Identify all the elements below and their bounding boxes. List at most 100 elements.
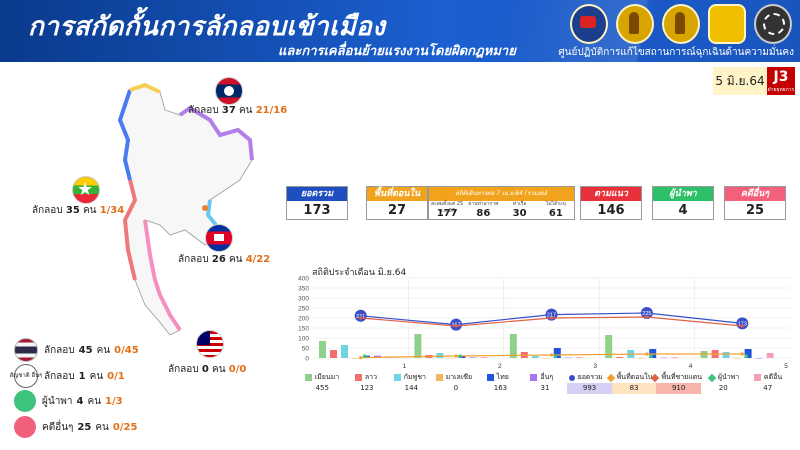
legend-series-name: เมียนมา: [314, 373, 340, 381]
stats-sub-port: ท่าเรือ: [512, 201, 527, 207]
point-label: 225: [642, 311, 651, 317]
legend-other-cases: คดีอื่นๆ 25 คน 0/25: [14, 416, 137, 438]
legend-other-cases-label: คดีอื่นๆ: [42, 421, 74, 433]
navy-emblem-icon: [662, 4, 700, 44]
legend-series-name: พื้นที่ตอนใน: [616, 373, 653, 381]
y-tick-label: 400: [298, 276, 309, 283]
summary-guide-label: ผู้นำพา: [653, 187, 713, 201]
point-พื้นที่ตอนใน: [454, 354, 458, 358]
y-tick-label: 100: [298, 336, 309, 343]
laos-caption: ลักลอบ: [188, 105, 219, 116]
hotspot-marker: [202, 205, 208, 211]
y-tick-label: 300: [298, 296, 309, 303]
legend-swatch: [753, 374, 761, 381]
legend-item: กัมพูชา: [388, 372, 432, 383]
summary-stats-subheaders: สะสมตั้งแต่ 25 พ.ย.63 ผ่านท่าอากาศ ท่าเร…: [429, 201, 574, 214]
cambodia-b: /22: [252, 254, 271, 265]
laos-label: ลักลอบ 37 คน 21/16: [188, 103, 287, 118]
legend-thai: ลักลอบ 45 คน 0/45: [14, 338, 139, 362]
malaysia-label: ลักลอบ 0 คน 0/0: [168, 362, 246, 377]
stats-val-air: 86: [476, 208, 491, 219]
cambodia-count: 26: [211, 254, 226, 265]
bar-กัมพูชา: [341, 345, 348, 358]
x-tick-label: 2: [498, 363, 502, 370]
legend-item: ไทย: [476, 372, 520, 383]
summary-inner-area: พื้นที่ตอนใน 27: [366, 186, 428, 220]
cambodia-a: 4: [245, 254, 253, 265]
bar-มาเลเซีย: [447, 358, 455, 359]
legend-item: พื้นที่ตอนใน: [606, 372, 653, 383]
malaysia-count: 0: [201, 364, 209, 375]
y-tick-label: 150: [298, 326, 309, 333]
legend-series-name: ไทย: [496, 373, 509, 381]
legend-series-name: ยอดรวม: [577, 373, 603, 381]
bar-เมียนมา: [605, 335, 613, 358]
bar-เมียนมา: [509, 334, 517, 358]
stats-sub-air: ผ่านท่าอากาศ: [468, 201, 499, 207]
legend-other-cases-count: 25: [77, 421, 92, 433]
x-tick-label: 1: [403, 363, 407, 370]
bar-ไทย: [744, 349, 752, 358]
legend-guide-count: 4: [76, 395, 84, 407]
legend-series-total: 455: [315, 384, 329, 392]
bar-คดีอื่น: [480, 357, 488, 358]
border-golden-triangle: [129, 82, 161, 94]
point-label: 173: [738, 321, 747, 327]
legend-thai-a: 0: [114, 344, 122, 356]
summary-guide: ผู้นำพา 4: [652, 186, 714, 220]
point-label: 217: [547, 313, 556, 319]
thailand-map: [117, 82, 254, 336]
summary-other: คดีอื่นๆ 25: [724, 186, 786, 220]
legend-item: อื่นๆ: [520, 372, 564, 383]
legend-series-name: กัมพูชา: [403, 373, 426, 381]
legend-thai-b: /45: [121, 344, 139, 356]
legend-swatch: [393, 374, 401, 381]
point-พื้นที่ตอนใน: [645, 352, 649, 356]
legend-other-nat-a: 0: [107, 370, 115, 382]
legend-other-nationality: สัญชาติ อื่นๆ ลักลอบ 1 คน 0/1: [10, 364, 125, 388]
summary-other-label: คดีอื่นๆ: [725, 187, 785, 201]
org-name: ศูนย์ปฏิบัติการแก้ไขสถานการณ์ฉุกเฉินด้าน…: [558, 47, 794, 58]
point-ยอดรวม: [640, 307, 653, 319]
summary-border-label: ตามแนวชายแดน: [581, 187, 641, 213]
legend-thai-unit: คน: [96, 344, 111, 356]
legend-series-total: 910: [656, 383, 701, 394]
cambodia-label: ลักลอบ 26 คน 4/22: [178, 252, 270, 267]
legend-series-name: ลาว: [364, 373, 377, 381]
legend-other-cases-unit: คน: [95, 421, 109, 433]
cambodia-flag-icon: [205, 224, 233, 252]
legend-other-nat-count: 1: [78, 370, 86, 382]
border-myanmar-north: [117, 89, 132, 181]
airforce-emblem-icon: [708, 4, 746, 44]
myanmar-a: 1: [99, 205, 107, 216]
legend-series-total: 83: [611, 383, 657, 394]
report-date: 5 มิ.ย.64: [713, 67, 767, 95]
summary-stats-label: สถิติเดินทางต่อ 7 เม.ย.64 (รวมล่ม): [429, 187, 574, 201]
bar-อื่นๆ: [469, 357, 477, 358]
legend-series-total: 47: [763, 384, 773, 392]
stats-sub-unspecified: ไม่ได้ระบุ: [545, 201, 566, 207]
legend-series-name: ผู้นำพา: [717, 373, 740, 381]
bar-ลาว: [616, 357, 624, 358]
point-พื้นที่ตอนใน: [359, 356, 363, 360]
legend-series-total: 993: [567, 383, 612, 394]
cambodia-unit: คน: [228, 254, 243, 265]
point-พื้นที่ตอนใน: [740, 352, 744, 356]
bar-เมียนมา: [319, 341, 326, 358]
bar-อื่นๆ: [660, 357, 668, 359]
guide-dot-icon: [14, 390, 36, 412]
myanmar-label: ลักลอบ 35 คน 1/34: [32, 203, 124, 218]
legend-swatch: [707, 373, 717, 382]
legend-other-cases-b: /25: [119, 421, 138, 433]
point-พื้นที่ชายแดน: [359, 316, 363, 320]
legend-series-total: 163: [493, 384, 508, 392]
legend-other-nat-b: /1: [114, 370, 125, 382]
bar-มาเลเซีย: [733, 358, 741, 359]
chart-legend: เมียนมา ลาว กัมพูชา มาเลเซีย ไทย อื่นๆ ยอดรวม พ…: [300, 372, 790, 394]
agency-logos: [570, 4, 792, 44]
unit-badge: J3 ฝ่ายยุทธการ: [767, 67, 795, 95]
legend-series-total: 31: [540, 384, 550, 392]
legend-thai-count: 45: [78, 344, 93, 356]
summary-total-label: ยอดรวม: [287, 187, 347, 201]
myanmar-flag-icon: [72, 176, 100, 204]
